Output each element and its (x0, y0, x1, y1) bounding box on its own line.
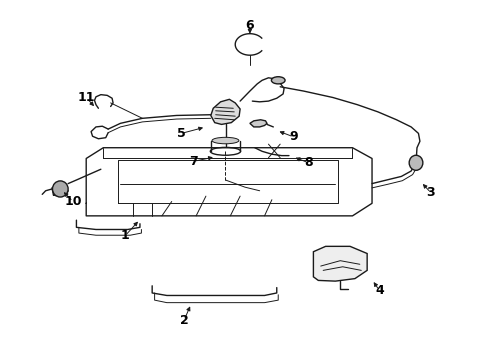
Text: 6: 6 (245, 19, 254, 32)
Text: 4: 4 (375, 284, 384, 297)
Ellipse shape (409, 155, 423, 170)
Text: 8: 8 (304, 156, 313, 169)
Text: 10: 10 (64, 195, 82, 208)
Text: 11: 11 (77, 91, 95, 104)
Text: 9: 9 (290, 130, 298, 144)
Polygon shape (314, 246, 367, 281)
Text: 7: 7 (189, 155, 198, 168)
Polygon shape (250, 120, 267, 127)
Text: 1: 1 (121, 229, 130, 242)
Ellipse shape (212, 137, 239, 144)
Ellipse shape (271, 77, 285, 84)
Ellipse shape (52, 181, 68, 197)
Text: 5: 5 (177, 127, 186, 140)
Polygon shape (211, 99, 240, 125)
Text: 3: 3 (426, 186, 435, 199)
Text: 2: 2 (179, 314, 188, 327)
